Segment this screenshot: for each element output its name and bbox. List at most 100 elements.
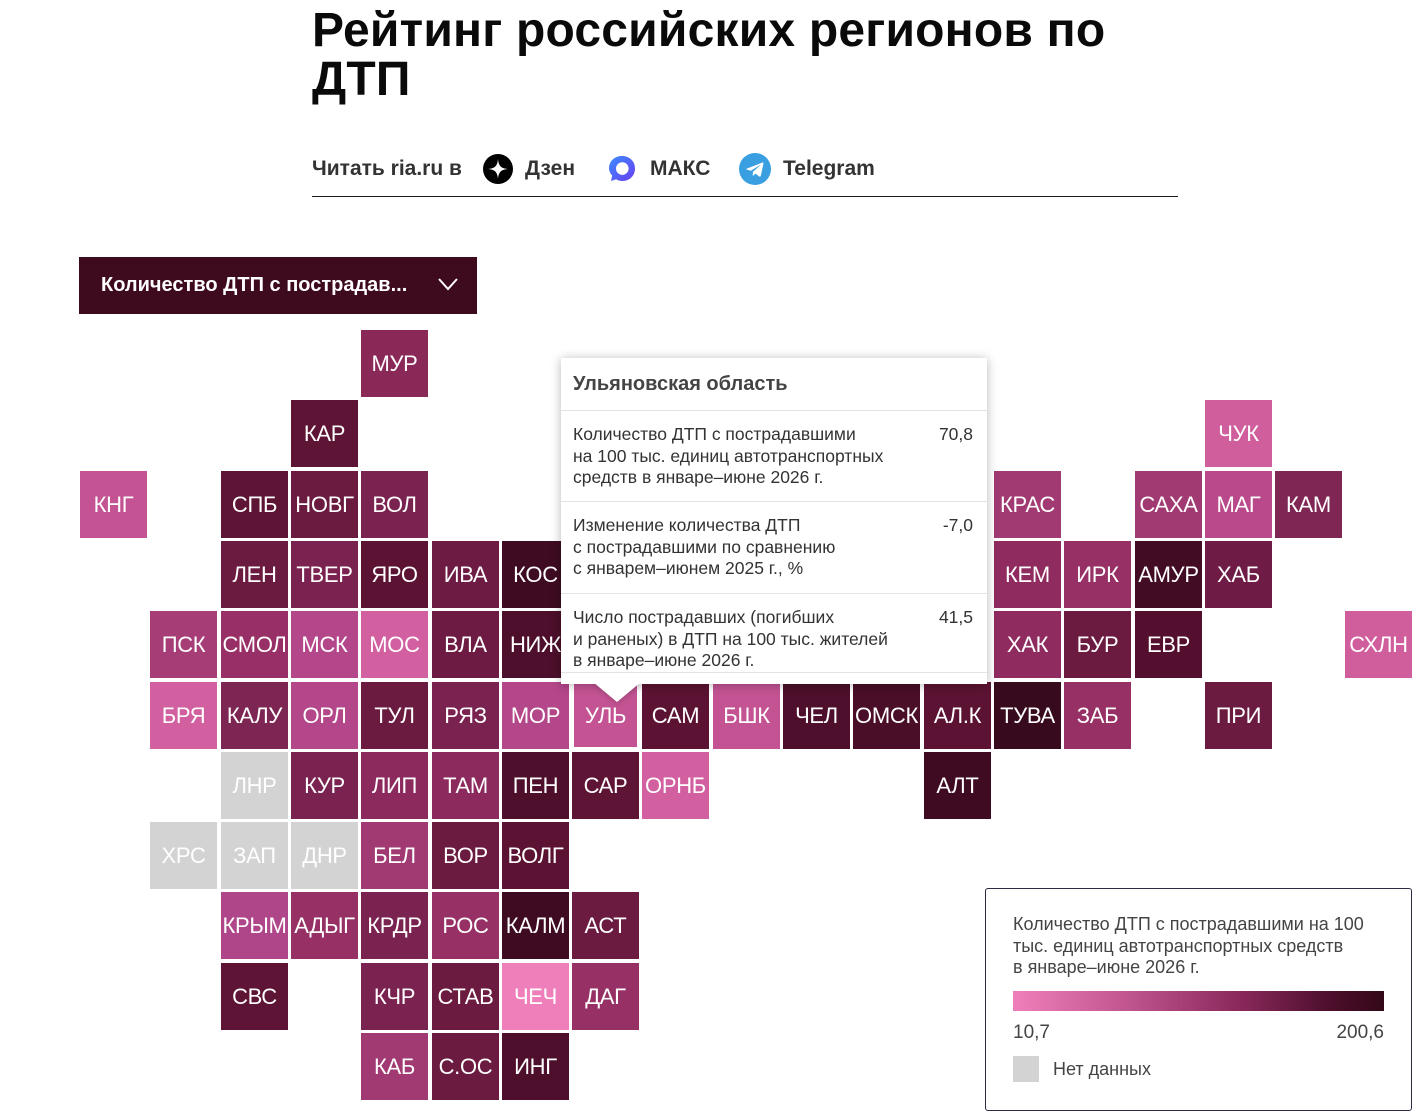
tooltip-row-label: Изменение количества ДТП с пострадавшими… bbox=[573, 515, 836, 578]
region-tile-23[interactable]: МОС bbox=[361, 611, 428, 678]
region-tile-7[interactable]: КРАС bbox=[994, 471, 1061, 538]
legend-title: Количество ДТП с пострадавшими на 100 ты… bbox=[1013, 914, 1364, 977]
region-tile-21[interactable]: СМОЛ bbox=[221, 611, 288, 678]
region-tile-39[interactable]: ЧЕЛ bbox=[783, 682, 850, 749]
region-tile-62[interactable]: РОС bbox=[432, 892, 499, 959]
region-tile-8[interactable]: САХА bbox=[1135, 471, 1202, 538]
region-tile-17[interactable]: ИРК bbox=[1064, 541, 1131, 608]
region-tile-11[interactable]: ЛЕН bbox=[221, 541, 288, 608]
region-tile-9[interactable]: МАГ bbox=[1205, 471, 1272, 538]
region-tile-70[interactable]: КАБ bbox=[361, 1033, 428, 1100]
dzen-label: Дзен bbox=[525, 157, 576, 180]
region-tile-63[interactable]: КАЛМ bbox=[502, 892, 569, 959]
region-tile-72[interactable]: ИНГ bbox=[502, 1033, 569, 1100]
tooltip-row: Изменение количества ДТП с пострадавшими… bbox=[561, 502, 987, 594]
region-tile-31[interactable]: КАЛУ bbox=[221, 682, 288, 749]
region-tile-20[interactable]: ПСК bbox=[150, 611, 217, 678]
region-tile-35[interactable]: МОР bbox=[502, 682, 569, 749]
legend-max-value: 200,6 bbox=[1336, 1022, 1384, 1043]
region-tile-54[interactable]: ЗАП bbox=[221, 822, 288, 889]
region-tile-40[interactable]: ОМСК bbox=[853, 682, 920, 749]
region-tile-18[interactable]: АМУР bbox=[1135, 541, 1202, 608]
region-tile-26[interactable]: ХАК bbox=[994, 611, 1061, 678]
tooltip-row: Количество ДТП с пострадавшими на 100 ты… bbox=[561, 411, 987, 502]
region-tile-53[interactable]: ХРС bbox=[150, 822, 217, 889]
region-tile-10[interactable]: КАМ bbox=[1275, 471, 1342, 538]
region-tile-2[interactable]: ЧУК bbox=[1205, 400, 1272, 467]
region-tile-50[interactable]: САР bbox=[572, 752, 639, 819]
region-tile-46[interactable]: КУР bbox=[291, 752, 358, 819]
region-tile-14[interactable]: ИВА bbox=[432, 541, 499, 608]
region-tile-42[interactable]: ТУВА bbox=[994, 682, 1061, 749]
region-tile-29[interactable]: СХЛН bbox=[1345, 611, 1412, 678]
region-tile-49[interactable]: ПЕН bbox=[502, 752, 569, 819]
region-tile-15[interactable]: КОС bbox=[502, 541, 569, 608]
no-data-swatch bbox=[1013, 1056, 1039, 1082]
region-tile-3[interactable]: КНГ bbox=[80, 471, 147, 538]
region-tile-65[interactable]: СВС bbox=[221, 963, 288, 1030]
region-tile-1[interactable]: КАР bbox=[291, 400, 358, 467]
telegram-icon bbox=[739, 153, 771, 185]
region-tile-61[interactable]: КРДР bbox=[361, 892, 428, 959]
region-tile-12[interactable]: ТВЕР bbox=[291, 541, 358, 608]
max-icon bbox=[606, 153, 638, 185]
region-tile-58[interactable]: ВОЛГ bbox=[502, 822, 569, 889]
region-tile-4[interactable]: СПБ bbox=[221, 471, 288, 538]
dzen-link[interactable]: Дзен bbox=[483, 152, 575, 186]
telegram-link[interactable]: Telegram bbox=[739, 152, 875, 186]
region-tile-52[interactable]: АЛТ bbox=[924, 752, 991, 819]
dzen-icon bbox=[483, 154, 513, 184]
region-tile-27[interactable]: БУР bbox=[1064, 611, 1131, 678]
region-tile-48[interactable]: ТАМ bbox=[432, 752, 499, 819]
region-tile-69[interactable]: ДАГ bbox=[572, 963, 639, 1030]
region-tile-51[interactable]: ОРНБ bbox=[642, 752, 709, 819]
max-label: МАКС bbox=[650, 157, 711, 180]
region-tile-67[interactable]: СТАВ bbox=[432, 963, 499, 1030]
indicator-select[interactable]: Количество ДТП с пострадав... bbox=[79, 257, 477, 314]
region-tile-24[interactable]: ВЛА bbox=[432, 611, 499, 678]
region-tile-30[interactable]: БРЯ bbox=[150, 682, 217, 749]
region-tile-22[interactable]: МСК bbox=[291, 611, 358, 678]
region-tile-34[interactable]: РЯЗ bbox=[432, 682, 499, 749]
region-tile-6[interactable]: ВОЛ bbox=[361, 471, 428, 538]
region-tile-45[interactable]: ЛНР bbox=[221, 752, 288, 819]
region-tile-28[interactable]: ЕВР bbox=[1135, 611, 1202, 678]
region-tile-25[interactable]: НИЖ bbox=[502, 611, 569, 678]
tooltip-row: Число пострадавших (погибших и раненых) … bbox=[561, 594, 987, 673]
region-tile-37[interactable]: САМ bbox=[642, 682, 709, 749]
tooltip-pointer bbox=[593, 682, 641, 702]
region-tile-44[interactable]: ПРИ bbox=[1205, 682, 1272, 749]
tooltip-row-value: 41,5 bbox=[938, 607, 973, 627]
region-tile-66[interactable]: КЧР bbox=[361, 963, 428, 1030]
region-tile-71[interactable]: С.ОС bbox=[432, 1033, 499, 1100]
read-on-label: Читать ria.ru в bbox=[312, 157, 462, 180]
region-tile-41[interactable]: АЛ.К bbox=[924, 682, 991, 749]
color-legend: Количество ДТП с пострадавшими на 100 ты… bbox=[985, 888, 1412, 1111]
region-tile-38[interactable]: БШК bbox=[713, 682, 780, 749]
region-tile-5[interactable]: НОВГ bbox=[291, 471, 358, 538]
region-tile-64[interactable]: АСТ bbox=[572, 892, 639, 959]
telegram-label: Telegram bbox=[783, 157, 875, 180]
tooltip-row-label: Число пострадавших (погибших и раненых) … bbox=[573, 607, 888, 670]
region-tile-55[interactable]: ДНР bbox=[291, 822, 358, 889]
region-tile-0[interactable]: МУР bbox=[361, 330, 428, 397]
region-tile-16[interactable]: КЕМ bbox=[994, 541, 1061, 608]
max-link[interactable]: МАКС bbox=[606, 152, 710, 186]
region-tile-60[interactable]: АДЫГ bbox=[291, 892, 358, 959]
region-tile-43[interactable]: ЗАБ bbox=[1064, 682, 1131, 749]
region-tile-33[interactable]: ТУЛ bbox=[361, 682, 428, 749]
chevron-down-icon bbox=[437, 275, 459, 298]
region-tile-68[interactable]: ЧЕЧ bbox=[502, 963, 569, 1030]
region-tile-59[interactable]: КРЫМ bbox=[221, 892, 288, 959]
region-tile-56[interactable]: БЕЛ bbox=[361, 822, 428, 889]
region-tile-19[interactable]: ХАБ bbox=[1205, 541, 1272, 608]
region-tile-32[interactable]: ОРЛ bbox=[291, 682, 358, 749]
tooltip-row-label: Количество ДТП с пострадавшими на 100 ты… bbox=[573, 424, 884, 487]
tooltip-region-name: Ульяновская область bbox=[561, 358, 987, 411]
region-tile-57[interactable]: ВОР bbox=[432, 822, 499, 889]
region-tooltip: Ульяновская область Количество ДТП с пос… bbox=[561, 358, 987, 702]
indicator-select-value: Количество ДТП с пострадав... bbox=[101, 274, 408, 296]
region-tile-13[interactable]: ЯРО bbox=[361, 541, 428, 608]
page-title: Рейтинг российских регионов по ДТП bbox=[312, 4, 1106, 106]
region-tile-47[interactable]: ЛИП bbox=[361, 752, 428, 819]
